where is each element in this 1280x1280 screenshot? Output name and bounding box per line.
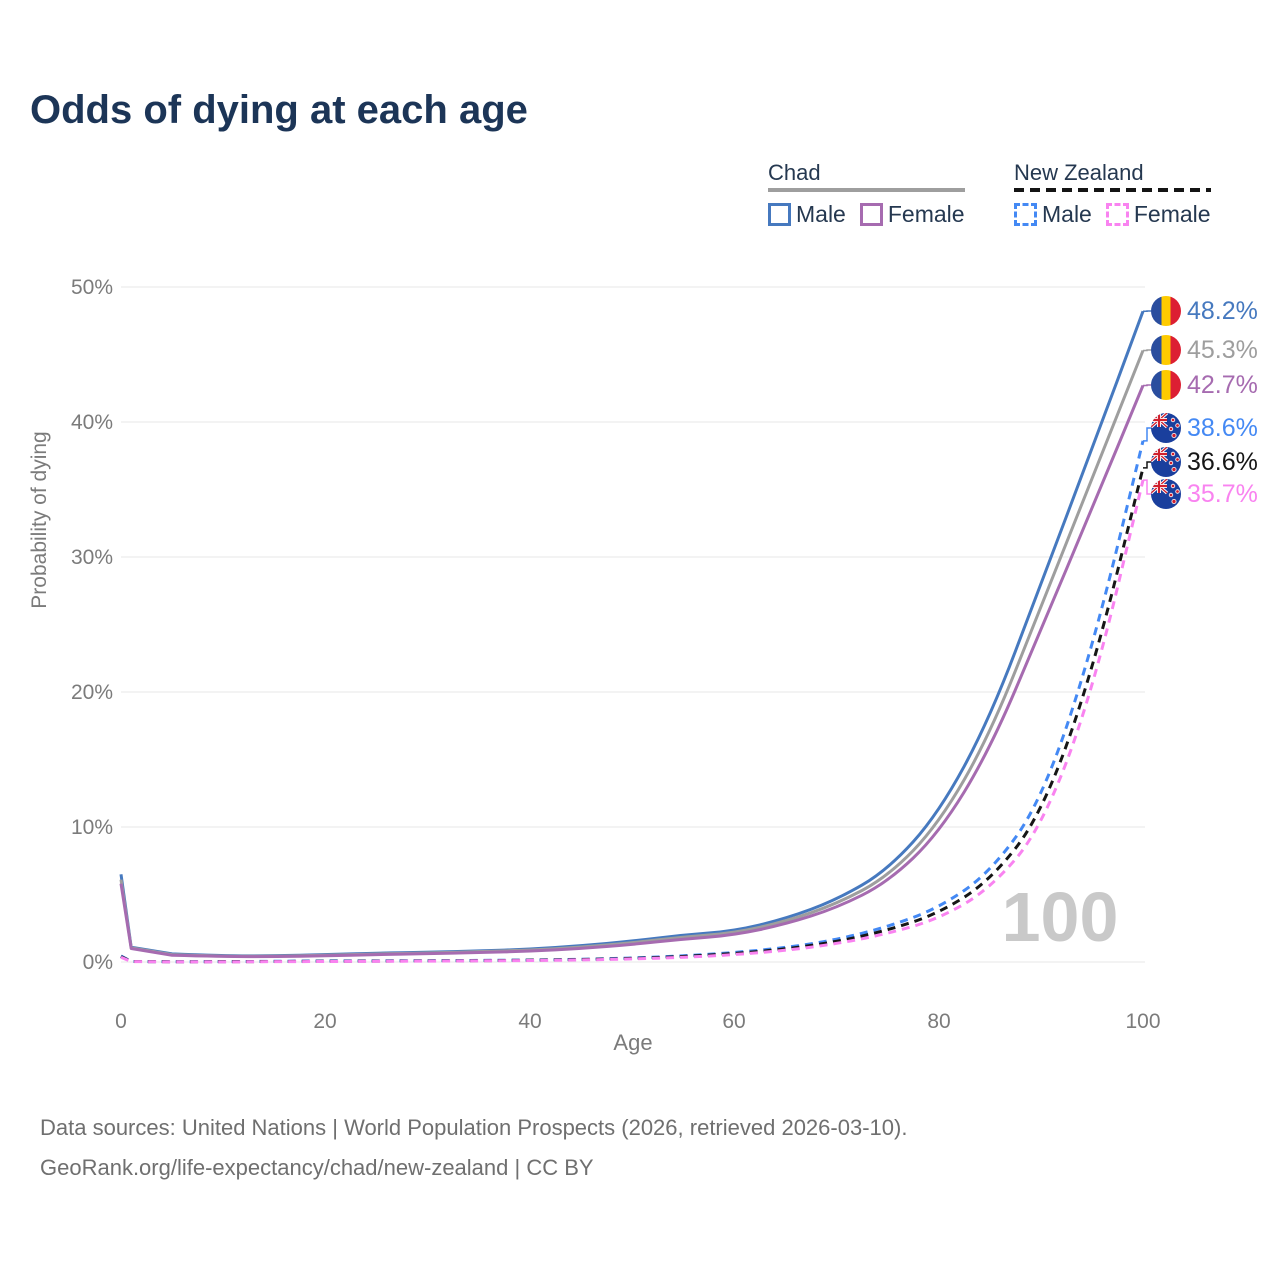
end-label-connector-chad-female [1143,384,1151,387]
y-tick-20: 20% [71,681,113,704]
new-zealand-flag-icon [1151,447,1181,477]
series-line-chad-both [119,349,1145,958]
end-label-chad-male: 48.2% [1151,293,1258,329]
legend-country-chad-label: Chad [768,160,821,185]
chad-flag-icon [1151,335,1181,365]
end-label-nz-both: 36.6% [1151,444,1258,480]
legend-country-new-zealand: New Zealand [1014,160,1211,192]
legend-item-chad-female-label: Female [887,201,965,227]
end-label-connector-nz-male [1143,427,1151,442]
legend-country-new-zealand-label: New Zealand [1014,160,1144,185]
end-label-chad-female: 42.7% [1151,367,1258,403]
end-value-chad-male: 48.2% [1187,296,1258,325]
x-tick-80: 80 [927,1010,950,1033]
legend-item-nz-female[interactable]: Female [1105,201,1211,228]
chad-male-swatch-icon [768,203,791,226]
end-value-chad-female: 42.7% [1187,370,1258,399]
footer-attribution: GeoRank.org/life-expectancy/chad/new-zea… [40,1155,594,1180]
x-axis-label: Age [613,1030,652,1055]
legend-item-nz-female-label: Female [1133,201,1211,227]
x-tick-0: 0 [115,1010,127,1033]
nz-female-swatch-icon [1105,203,1129,226]
page-title: Odds of dying at each age [30,88,528,132]
end-value-nz-female: 35.7% [1187,479,1258,508]
chad-solid-line-key-icon [768,188,965,192]
x-tick-20: 20 [313,1010,336,1033]
legend-group-chad: Chad Male Female [768,160,965,228]
new-zealand-flag-icon [1151,413,1181,443]
end-value-nz-both: 36.6% [1187,447,1258,476]
chad-female-swatch-icon [859,203,883,226]
y-tick-40: 40% [71,411,113,434]
x-tick-40: 40 [518,1010,541,1033]
end-label-connector-nz-both [1143,461,1151,469]
legend-item-nz-male-label: Male [1042,201,1092,227]
gridlines [121,286,1145,963]
end-label-nz-female: 35.7% [1151,476,1258,512]
age-watermark: 100 [1002,878,1119,956]
series-line-nz-female [120,479,1145,964]
end-value-chad-both: 45.3% [1187,335,1258,364]
y-tick-0: 0% [83,951,113,974]
new-zealand-flag-icon [1151,479,1181,509]
series-line-chad-female [119,384,1145,959]
new-zealand-dashed-line-key-icon [1014,188,1211,192]
x-tick-60: 60 [722,1010,745,1033]
legend-item-nz-male[interactable]: Male [1014,201,1092,228]
chad-flag-icon [1151,296,1181,326]
legend-item-chad-male[interactable]: Male [768,201,846,228]
chad-flag-icon [1151,370,1181,400]
end-label-chad-both: 45.3% [1151,332,1258,368]
legend-country-chad: Chad [768,160,965,192]
nz-male-swatch-icon [1014,203,1037,226]
end-value-nz-male: 38.6% [1187,413,1258,442]
y-tick-10: 10% [71,816,113,839]
legend-item-chad-male-label: Male [796,201,846,227]
legend-item-chad-female[interactable]: Female [859,201,965,228]
y-tick-50: 50% [71,276,113,299]
series-line-chad-male [119,310,1145,958]
end-label-nz-male: 38.6% [1151,410,1258,446]
end-label-connector-chad-both [1143,349,1151,352]
footer: Data sources: United Nations | World Pop… [40,1108,907,1188]
legend-group-new-zealand: New Zealand Male Female [1014,160,1211,228]
x-tick-100: 100 [1125,1010,1160,1033]
y-tick-30: 30% [71,546,113,569]
footer-data-sources: Data sources: United Nations | World Pop… [40,1115,908,1140]
y-axis-label: Probability of dying [28,431,51,608]
end-label-connector-nz-female [1143,479,1151,495]
